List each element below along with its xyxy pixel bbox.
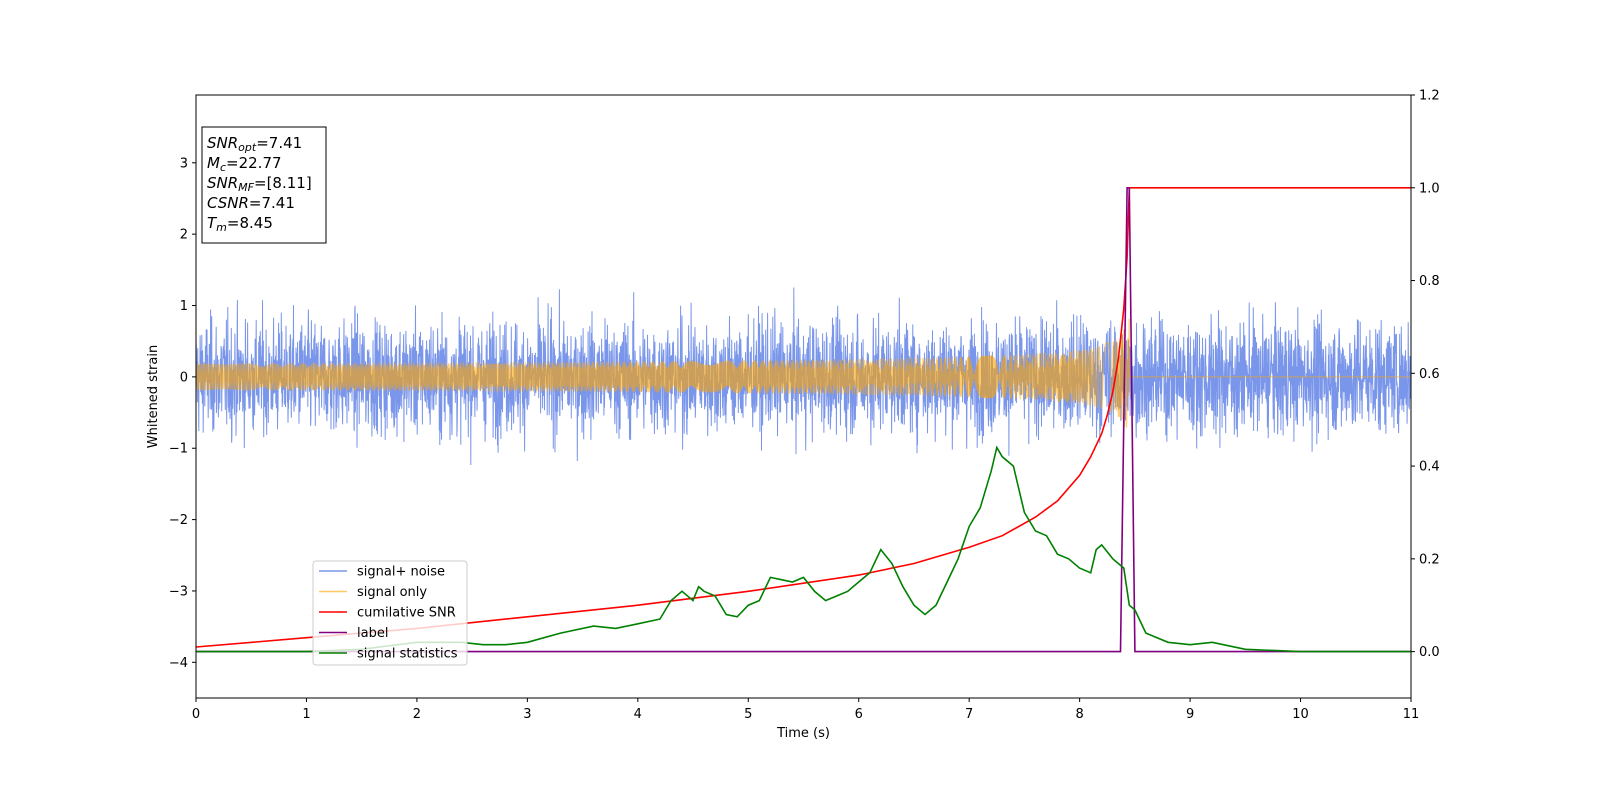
y-tick-label: −4 (169, 656, 188, 671)
annotation-subscript: MF (238, 181, 254, 194)
x-tick-label: 10 (1292, 707, 1309, 722)
y-tick-label: −3 (169, 584, 188, 599)
x-tick-label: 0 (192, 707, 200, 722)
annotation-value: =7.41 (249, 194, 295, 212)
series-label (196, 187, 1411, 653)
annotation-subscript: c (220, 161, 226, 174)
annotation-symbol: CSNR (207, 194, 249, 212)
x-tick-label: 7 (965, 707, 973, 722)
annotation-box: SNRopt=7.41Mc=22.77SNRMF=[8.11]CSNR=7.41… (201, 126, 327, 244)
series-signal-statistics (196, 445, 1411, 653)
legend-frame (312, 560, 468, 666)
y-tick-label: −1 (169, 442, 188, 457)
legend-item-label-text: label (357, 626, 388, 641)
y-axis-label: Whitened strain (146, 345, 161, 448)
x-tick-label: 3 (523, 707, 531, 722)
y2-tick-label: 1.0 (1419, 181, 1440, 196)
x-tick-label: 2 (413, 707, 421, 722)
x-tick-label: 1 (302, 707, 310, 722)
y-tick-label: −2 (169, 513, 188, 528)
legend: signal+ noise signal only cumilative SNR la… (312, 560, 468, 666)
axis-layer: 0 1 2 3 4 5 6 7 8 9 10 11 −4 −3 −2 −1 0 1 2 3 0.0 0.2 0.4 0.6 0.… (169, 89, 1440, 723)
y-tick-label: 2 (180, 228, 188, 243)
annotation-line-4: CSNR=7.41 (207, 194, 295, 212)
annotation-frame (201, 126, 327, 244)
y2-tick-label: 0.2 (1419, 552, 1440, 567)
annotation-symbol: SNR (207, 134, 238, 152)
annotation-symbol: T (207, 214, 218, 232)
x-tick-label: 6 (855, 707, 863, 722)
y-tick-label: 1 (180, 299, 188, 314)
legend-item-signal-noise-text: signal+ noise (357, 565, 445, 580)
plot-frame (195, 94, 1412, 699)
y2-tick-label: 0.8 (1419, 274, 1440, 289)
x-tick-label: 11 (1403, 707, 1420, 722)
annotation-line-2: Mc=22.77 (207, 154, 282, 174)
annotation-line-1: SNRopt=7.41 (207, 134, 302, 154)
y2-tick-label: 1.2 (1419, 89, 1440, 104)
annotation-symbol: M (207, 154, 220, 172)
annotation-value: =[8.11] (254, 174, 312, 192)
x-tick-label: 4 (634, 707, 642, 722)
annotation-value: =8.45 (227, 214, 273, 232)
series-layer (196, 187, 1411, 653)
series-signal-only (196, 318, 1411, 428)
y2-tick-label: 0.6 (1419, 367, 1440, 382)
x-tick-label: 5 (744, 707, 752, 722)
y2-tick-label: 0.4 (1419, 460, 1440, 475)
x-tick-label: 9 (1186, 707, 1194, 722)
annotation-subscript: m (216, 221, 227, 234)
annotation-symbol: SNR (207, 174, 238, 192)
annotation-subscript: opt (238, 141, 257, 154)
series-cumulative-snr (196, 187, 1411, 648)
x-axis-label: Time (s) (776, 726, 830, 741)
annotation-value: =22.77 (226, 154, 282, 172)
legend-item-cumulative-snr-text: cumilative SNR (357, 606, 456, 621)
x-tick-label: 8 (1075, 707, 1083, 722)
annotation-line-3: SNRMF=[8.11] (207, 174, 312, 194)
legend-item-signal-only-text: signal only (357, 585, 427, 600)
y-tick-label: 3 (180, 156, 188, 171)
y2-tick-label: 0.0 (1419, 645, 1440, 660)
annotation-value: =7.41 (256, 134, 302, 152)
annotation-line-5: Tm=8.45 (207, 214, 273, 234)
y-tick-label: 0 (180, 370, 188, 385)
legend-item-signal-statistics-text: signal statistics (357, 647, 458, 662)
series-signal-noise (196, 287, 1411, 466)
